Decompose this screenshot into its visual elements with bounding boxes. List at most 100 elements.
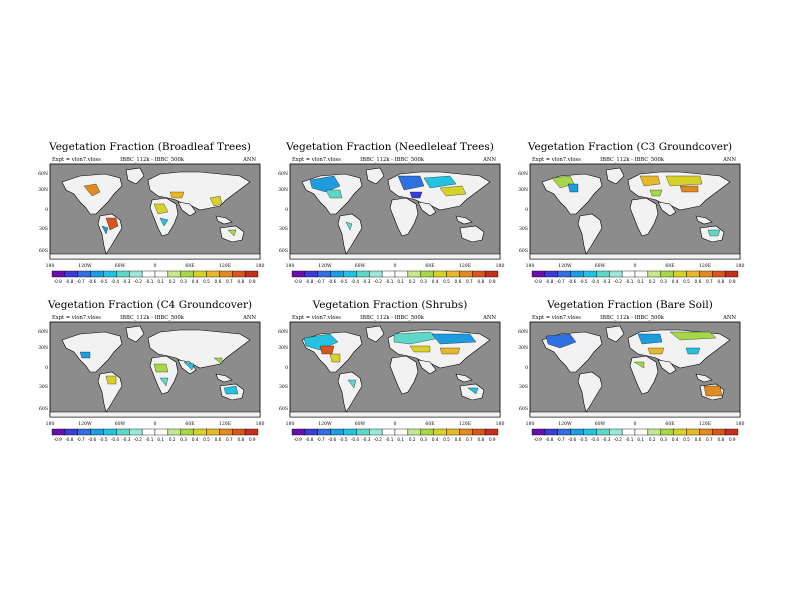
colorbar-label: 0.6 — [455, 279, 462, 284]
difference-patch — [707, 229, 721, 237]
colorbar-label: -0.5 — [339, 437, 348, 442]
lat-tick-label: 60N — [278, 329, 288, 335]
colorbar-segment — [317, 270, 331, 278]
difference-patch — [79, 351, 91, 359]
colorbar-segment — [167, 428, 181, 436]
continent-outline — [365, 167, 385, 185]
colorbar-label: 0.3 — [660, 437, 667, 442]
colorbar-label: 0.4 — [672, 279, 679, 284]
lat-tick-label: 60S — [279, 248, 288, 254]
season-label: ANN — [482, 315, 496, 321]
colorbar-segment — [64, 428, 78, 436]
difference-patch — [393, 331, 441, 345]
lat-tick-label: 30S — [519, 226, 528, 232]
lon-tick-label: 180 — [256, 263, 265, 269]
continent-outline — [629, 197, 659, 237]
panel-title: Vegetation Fraction (C3 Groundcover) — [527, 141, 732, 153]
continent-outline — [215, 373, 233, 383]
colorbar-segment — [531, 428, 546, 436]
difference-patch — [633, 361, 645, 369]
colorbar-label: -0.4 — [351, 279, 360, 284]
panel-c4: Vegetation Fraction (C4 Groundcover) Expt… — [30, 298, 270, 448]
colorbar-label: 0.1 — [637, 437, 644, 442]
difference-patch — [83, 183, 101, 197]
colorbar-segment — [369, 270, 383, 278]
colorbar-segment — [544, 270, 558, 278]
lon-tick-label: 0 — [154, 263, 157, 269]
colorbar-segment — [291, 270, 306, 278]
continent-outline — [605, 167, 625, 185]
lon-tick-label: 120E — [699, 421, 711, 427]
colorbar-label: -0.3 — [602, 279, 611, 284]
colorbar-segment — [154, 270, 169, 278]
colorbar-label: 0.7 — [466, 279, 473, 284]
lon-tick-label: 120E — [459, 263, 471, 269]
lon-tick-label: 180 — [496, 421, 505, 427]
colorbar-label: -0.7 — [77, 279, 86, 284]
continent-outline — [125, 325, 145, 343]
lat-tick-label: 0 — [285, 365, 288, 371]
lat-tick-label: 60S — [519, 248, 528, 254]
lon-tick-label: 0 — [634, 421, 637, 427]
colorbar-segment — [557, 428, 571, 436]
colorbar-label: -0.1 — [145, 437, 154, 442]
map-area — [49, 325, 261, 418]
colorbar-segment — [206, 428, 220, 436]
colorbar-segment — [660, 428, 674, 436]
colorbar-label: -0.1 — [625, 279, 634, 284]
lat-tick-label: 30S — [519, 384, 528, 390]
lat-tick-label: 60N — [518, 171, 528, 177]
colorbar-segment — [232, 270, 246, 278]
colorbar-label: 0.7 — [466, 437, 473, 442]
panel-c3: Vegetation Fraction (C3 Groundcover) Expt… — [510, 140, 750, 290]
lat-tick-label: 30N — [38, 345, 48, 351]
colorbar-label: -0.2 — [134, 279, 143, 284]
colorbar-segment — [660, 270, 674, 278]
colorbar-segment — [219, 270, 233, 278]
continent-outline — [125, 167, 145, 185]
colorbar-label: 0.6 — [215, 437, 222, 442]
lat-tick-label: 60N — [38, 171, 48, 177]
difference-patch — [209, 195, 223, 207]
difference-patch — [183, 361, 195, 371]
colorbar-segment — [356, 270, 370, 278]
lon-tick-label: 60W — [355, 263, 366, 269]
lat-tick-label: 30S — [39, 384, 48, 390]
colorbar-label: -0.7 — [557, 279, 566, 284]
lon-tick-label: 60E — [185, 421, 194, 427]
difference-patch — [227, 229, 237, 237]
colorbar-label: -0.8 — [305, 437, 314, 442]
colorbar-label: 0.3 — [420, 279, 427, 284]
difference-patch — [439, 185, 467, 197]
colorbar-segment — [699, 428, 713, 436]
lon-tick-label: 60W — [595, 263, 606, 269]
lon-tick-label: 120W — [318, 263, 332, 269]
colorbar-segment — [244, 428, 259, 436]
lat-tick-label: 60S — [39, 248, 48, 254]
colorbar-label: -0.2 — [374, 279, 383, 284]
difference-patch — [159, 377, 169, 387]
map-area — [289, 167, 501, 260]
colorbar-segment — [570, 270, 584, 278]
lon-tick-label: 120E — [699, 263, 711, 269]
colorbar-segment — [381, 270, 396, 278]
colorbar-label: -0.8 — [65, 437, 74, 442]
colorbar-segment — [609, 270, 623, 278]
colorbar-label: -0.5 — [99, 437, 108, 442]
difference-patch — [105, 375, 117, 385]
difference-patch — [347, 379, 357, 389]
lon-tick-label: 180 — [286, 421, 295, 427]
lon-tick-label: 60E — [665, 421, 674, 427]
colorbar-segment — [244, 270, 259, 278]
colorbar-label: 0.8 — [477, 279, 484, 284]
lon-tick-label: 180 — [736, 263, 745, 269]
colorbar-segment — [369, 428, 383, 436]
difference-patch — [649, 189, 663, 197]
difference-patch — [423, 175, 457, 189]
lon-tick-label: 60W — [355, 421, 366, 427]
colorbar-label: -0.2 — [374, 437, 383, 442]
colorbar-segment — [343, 428, 357, 436]
colorbar-segment — [129, 428, 143, 436]
continent-outline — [577, 213, 603, 255]
difference-patch — [685, 347, 701, 355]
